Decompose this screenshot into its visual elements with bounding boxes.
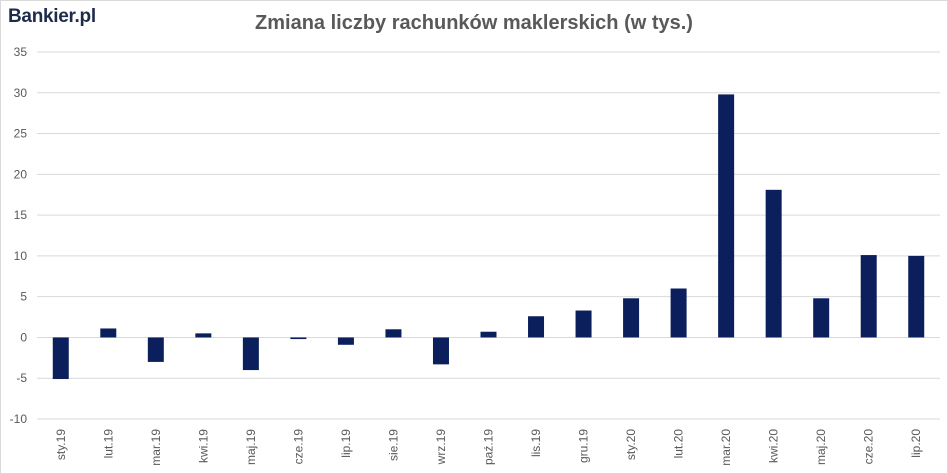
x-tick-label: sty.19	[54, 429, 68, 460]
x-tick-label: lip.19	[339, 429, 353, 458]
y-tick-label: 20	[14, 167, 28, 181]
bar-lis.19	[528, 316, 545, 338]
y-tick-label: -10	[10, 412, 28, 426]
bar-cze.20	[860, 255, 877, 338]
y-axis-ticks: -10 -5 0 5 10 15 20 25 30 35	[10, 45, 28, 426]
x-tick-label: mar.20	[719, 429, 733, 466]
bar-lip.19	[337, 337, 354, 345]
y-tick-label: 10	[14, 249, 28, 263]
bar-lut.20	[670, 288, 687, 338]
x-tick-label: cze.20	[862, 429, 876, 465]
bar-lip.20	[908, 255, 925, 338]
bar-sie.19	[385, 329, 402, 338]
x-tick-label: sty.20	[624, 429, 638, 460]
bar-sty.19	[52, 337, 69, 380]
x-tick-label: sie.19	[386, 429, 400, 461]
bar-lut.19	[100, 328, 117, 338]
gridlines	[37, 51, 940, 420]
bar-maj.19	[242, 337, 259, 371]
bar-wrz.19	[432, 337, 449, 365]
x-tick-label: wrz.19	[434, 429, 448, 466]
x-tick-label: gru.19	[577, 429, 591, 463]
y-tick-label: 30	[14, 86, 28, 100]
bar-kwi.19	[195, 333, 212, 338]
x-tick-label: lip.20	[909, 429, 923, 458]
bar-mar.20	[718, 94, 735, 338]
bar-maj.20	[813, 298, 830, 338]
chart-title: Zmiana liczby rachunków maklerskich (w t…	[255, 12, 693, 34]
y-tick-label: 0	[20, 330, 27, 344]
bars	[52, 94, 925, 380]
y-tick-label: 5	[20, 290, 27, 304]
y-tick-label: -5	[16, 371, 27, 385]
x-tick-label: lut.19	[101, 429, 115, 459]
x-tick-label: mar.19	[149, 429, 163, 466]
bar-mar.19	[147, 337, 164, 362]
bankier-logo: Bankier.pl	[8, 6, 96, 27]
x-tick-label: lut.20	[672, 429, 686, 459]
bar-sty.20	[623, 298, 640, 338]
bar-paź.19	[480, 331, 497, 338]
x-tick-label: lis.19	[529, 429, 543, 457]
y-tick-label: 35	[14, 45, 28, 59]
x-tick-label: maj.19	[244, 429, 258, 465]
x-tick-label: paź.19	[482, 429, 496, 465]
bar-gru.19	[575, 310, 592, 338]
y-tick-label: 15	[14, 208, 28, 222]
x-axis-ticks: sty.19 lut.19 mar.19 kwi.19 maj.19 cze.19 lip.…	[54, 429, 923, 466]
x-tick-label: maj.20	[814, 429, 828, 465]
bar-kwi.20	[765, 189, 782, 338]
bar-cze.19	[290, 337, 307, 340]
y-tick-label: 25	[14, 127, 28, 141]
x-tick-label: kwi.19	[196, 429, 210, 463]
x-tick-label: kwi.20	[767, 429, 781, 463]
x-tick-label: cze.19	[291, 429, 305, 465]
